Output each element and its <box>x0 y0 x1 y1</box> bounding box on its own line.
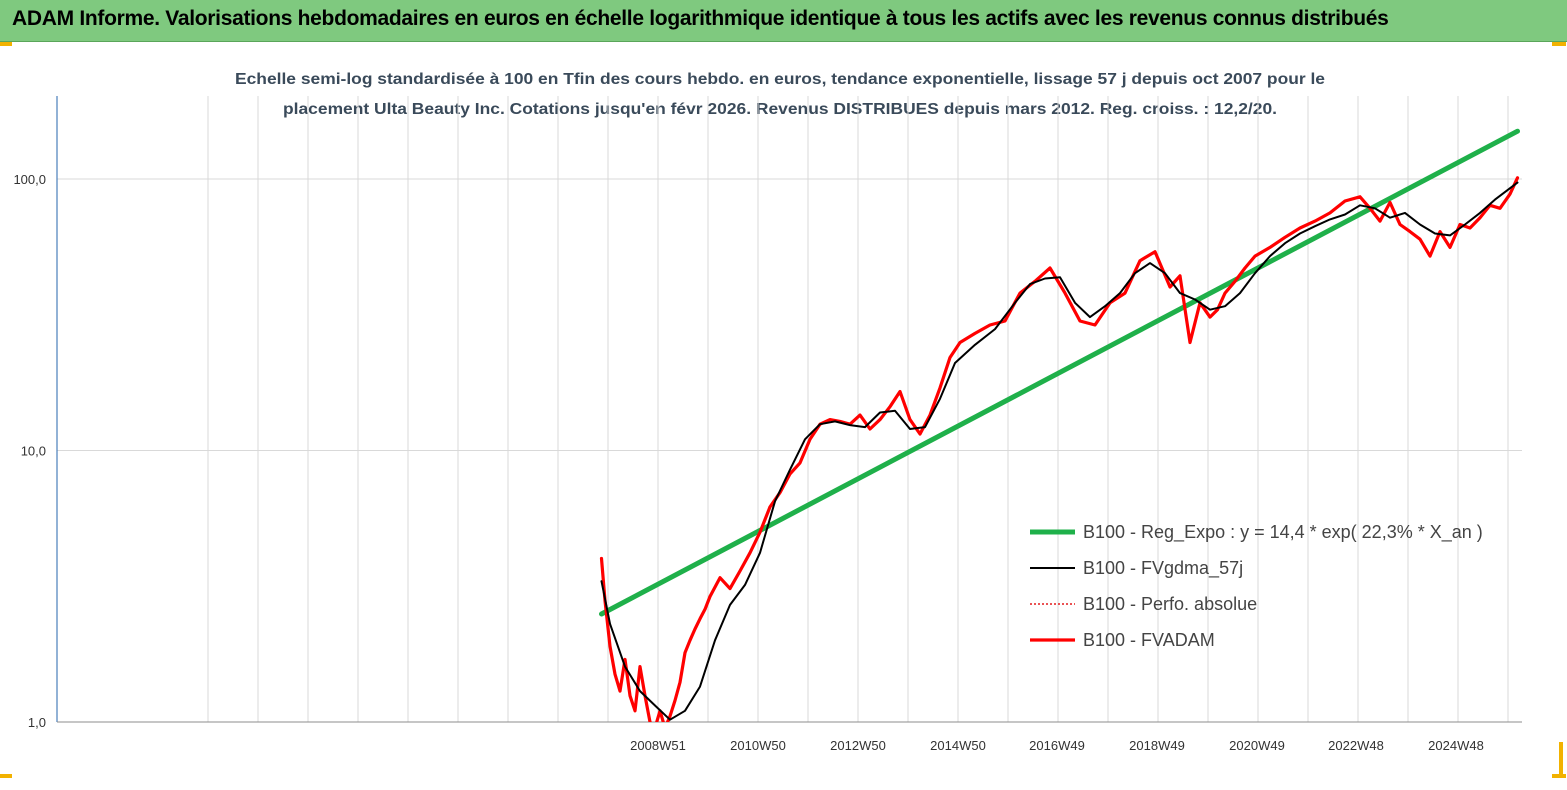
banner-title: ADAM Informe. Valorisations hebdomadaire… <box>12 7 1389 30</box>
series-lines <box>599 128 1520 722</box>
x-tick-label-3: 2014W50 <box>930 738 986 753</box>
corner-mark-top-left <box>0 42 12 46</box>
chart-svg: Echelle semi-log standardisée à 100 en T… <box>13 71 1522 753</box>
legend-label-2: B100 - Perfo. absolue <box>1083 594 1257 614</box>
y-tick-label-1: 10,0 <box>21 444 46 459</box>
series-line-1 <box>600 181 1519 721</box>
title-banner: ADAM Informe. Valorisations hebdomadaire… <box>0 0 1567 42</box>
x-tick-label-0: 2008W51 <box>630 738 686 753</box>
corner-mark-bottom-right <box>1552 774 1566 778</box>
x-tick-label-6: 2020W49 <box>1229 738 1285 753</box>
series-line-3 <box>599 176 1520 722</box>
series-line-0 <box>599 128 1520 617</box>
y-tick-label-2: 100,0 <box>13 172 46 187</box>
x-tick-label-5: 2018W49 <box>1129 738 1185 753</box>
axes: 1,0 10,0 100,0 2008W51 2010W50 2012W50 2014W50… <box>13 96 1522 753</box>
chart-area: Echelle semi-log standardisée à 100 en T… <box>0 42 1567 790</box>
x-tick-label-7: 2022W48 <box>1328 738 1384 753</box>
grid-lines <box>57 96 1522 722</box>
y-tick-label-0: 1,0 <box>28 715 46 730</box>
chart-title: Echelle semi-log standardisée à 100 en T… <box>235 71 1325 118</box>
corner-mark-right-edge <box>1559 742 1563 778</box>
legend-label-0: B100 - Reg_Expo : y = 14,4 * exp( 22,3% … <box>1083 522 1483 543</box>
x-tick-label-4: 2016W49 <box>1029 738 1085 753</box>
corner-mark-top-right <box>1552 42 1566 46</box>
corner-mark-bottom-left <box>0 774 12 778</box>
x-tick-label-2: 2012W50 <box>830 738 886 753</box>
legend: B100 - Reg_Expo : y = 14,4 * exp( 22,3% … <box>1030 522 1483 650</box>
legend-label-1: B100 - FVgdma_57j <box>1083 558 1243 579</box>
legend-label-3: B100 - FVADAM <box>1083 630 1215 650</box>
x-tick-label-8: 2024W48 <box>1428 738 1484 753</box>
chart-title-line-2: placement Ulta Beauty Inc. Cotations jus… <box>283 101 1277 118</box>
chart-title-line-1: Echelle semi-log standardisée à 100 en T… <box>235 71 1325 88</box>
x-tick-label-1: 2010W50 <box>730 738 786 753</box>
